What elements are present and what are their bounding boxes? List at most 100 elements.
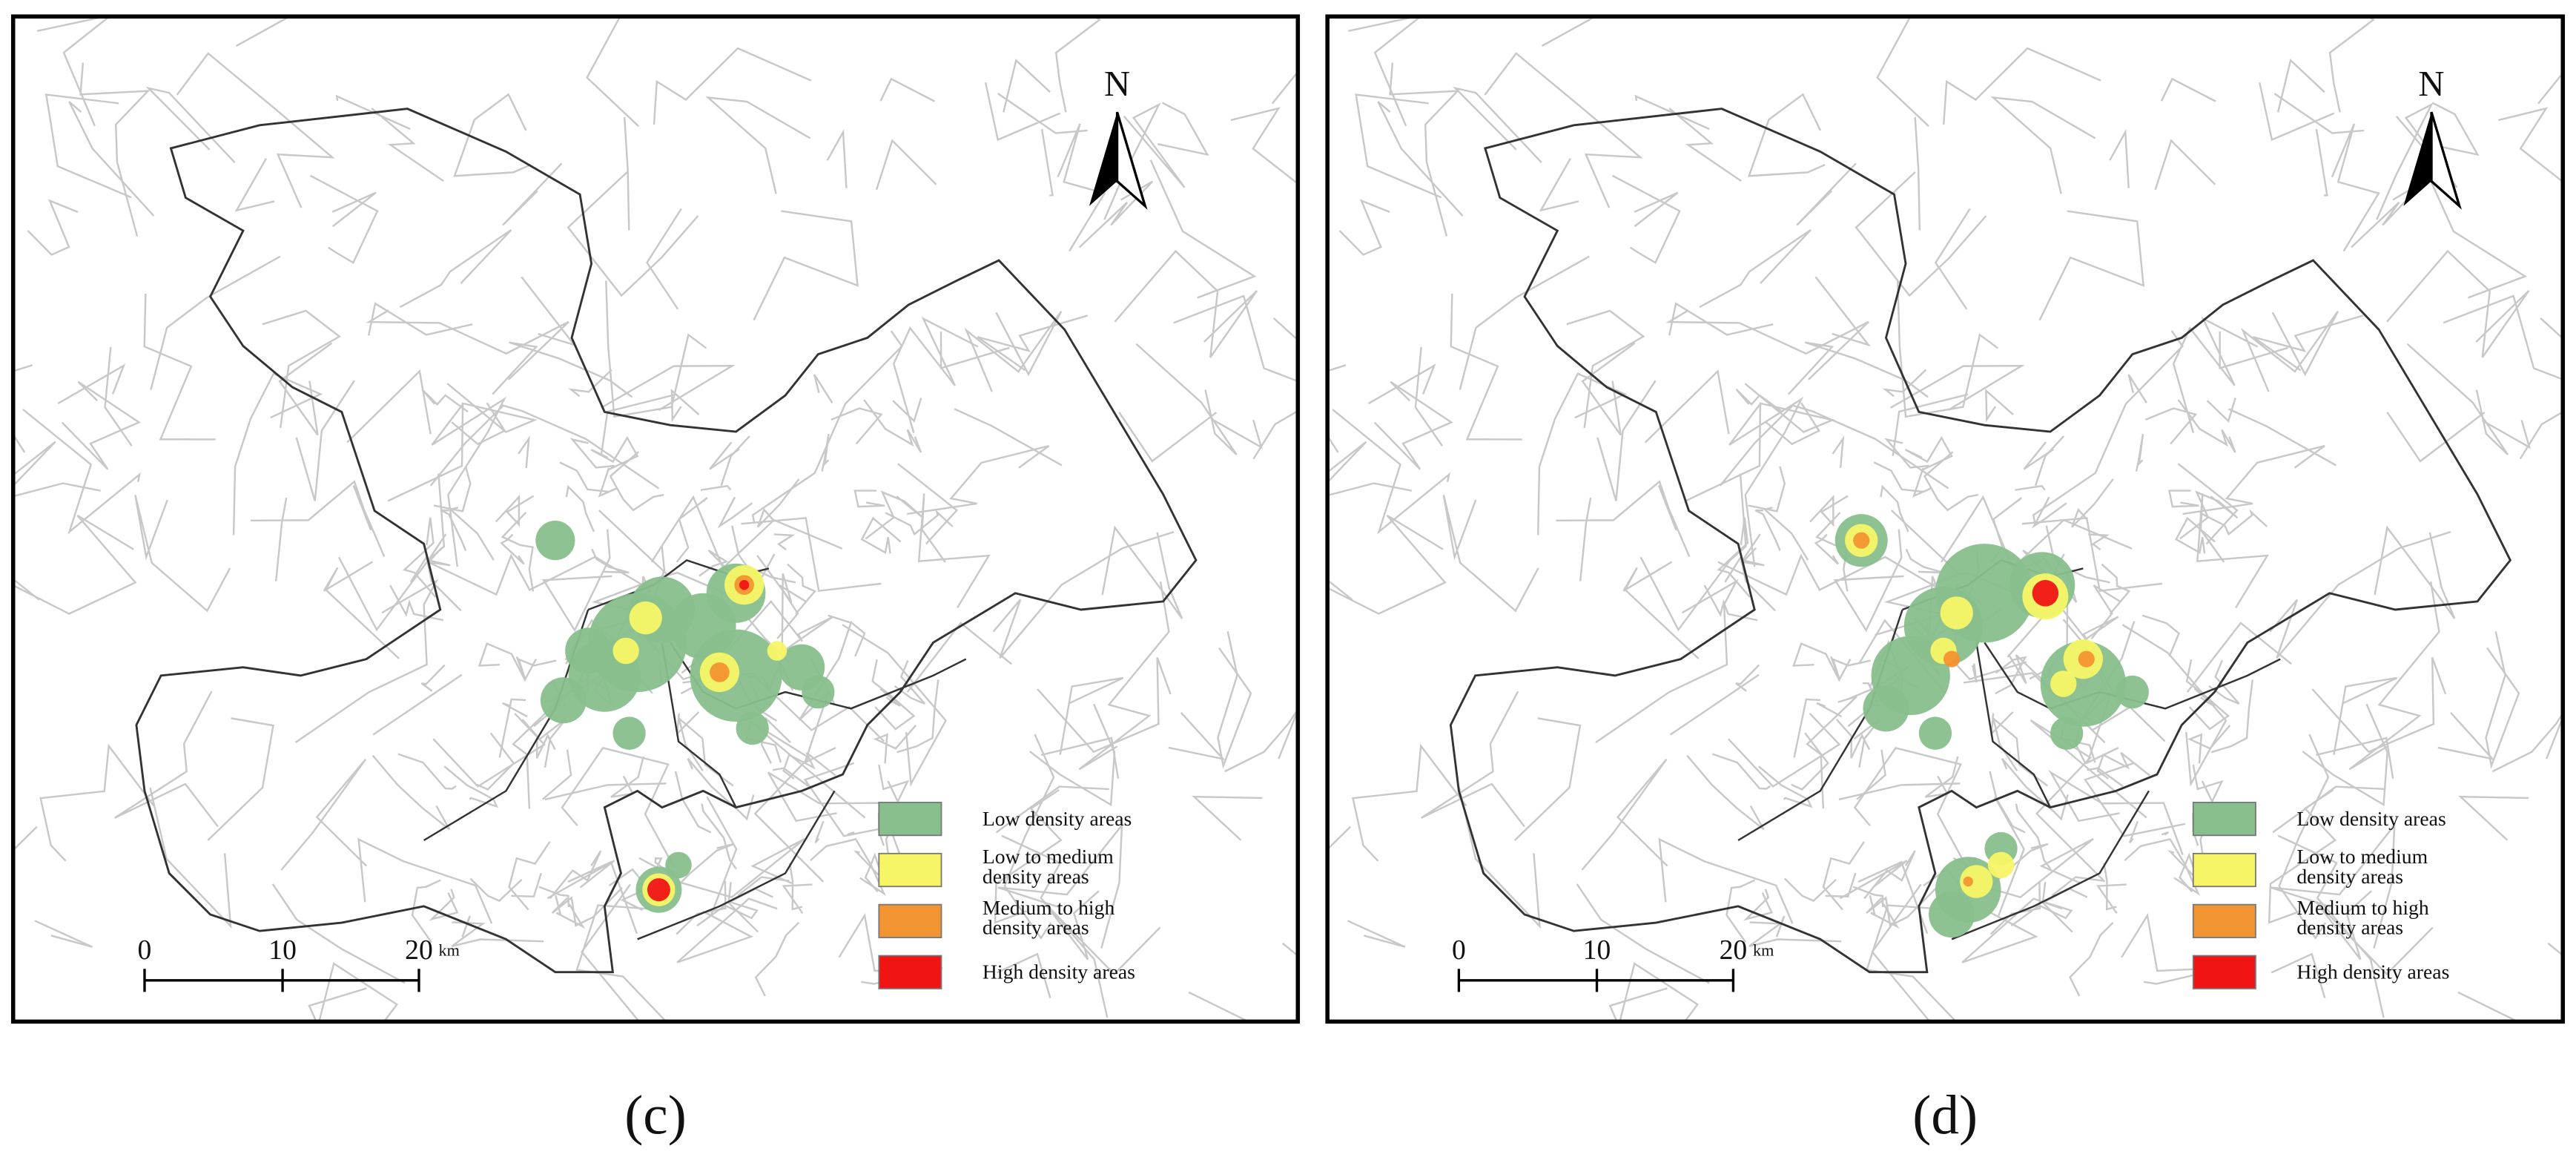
road bbox=[1825, 872, 1857, 898]
road bbox=[1114, 249, 1258, 358]
road bbox=[1541, 16, 1597, 47]
legend-swatch bbox=[878, 852, 942, 888]
road bbox=[598, 467, 617, 498]
road bbox=[754, 922, 800, 997]
road bbox=[1513, 717, 1582, 841]
scale-label: 20 bbox=[405, 935, 433, 966]
road bbox=[1668, 108, 1742, 182]
road bbox=[1188, 991, 1251, 1022]
road bbox=[149, 787, 232, 929]
road bbox=[1892, 393, 1969, 456]
density-blob bbox=[565, 627, 612, 674]
road bbox=[1556, 480, 1691, 557]
road bbox=[335, 94, 411, 131]
legend-label: Low to medium bbox=[982, 845, 1114, 868]
road bbox=[2177, 463, 2239, 545]
road bbox=[964, 310, 1063, 392]
road bbox=[323, 561, 400, 659]
road bbox=[1059, 676, 1124, 755]
road bbox=[2316, 736, 2394, 779]
road bbox=[1054, 16, 1102, 113]
road bbox=[1622, 561, 1700, 659]
road bbox=[34, 920, 93, 948]
road bbox=[2276, 58, 2325, 113]
road bbox=[421, 389, 469, 413]
road bbox=[1665, 309, 1869, 380]
north-arrow bbox=[2430, 111, 2462, 210]
road bbox=[1686, 754, 1765, 831]
road bbox=[565, 484, 595, 533]
road bbox=[2277, 834, 2385, 1018]
road bbox=[1389, 62, 1460, 237]
road bbox=[1459, 255, 1590, 390]
road bbox=[984, 82, 1061, 142]
road bbox=[674, 771, 712, 834]
road bbox=[717, 496, 753, 529]
road bbox=[821, 433, 830, 472]
density-blob bbox=[1960, 865, 1993, 898]
road bbox=[700, 484, 732, 491]
road bbox=[68, 101, 155, 217]
road bbox=[2051, 876, 2104, 897]
road bbox=[1118, 412, 1218, 463]
legend-label: Low density areas bbox=[982, 807, 1132, 830]
road bbox=[429, 404, 660, 490]
road bbox=[813, 374, 833, 403]
road bbox=[2208, 659, 2240, 705]
road bbox=[2124, 838, 2201, 896]
density-blob bbox=[670, 593, 736, 659]
road bbox=[2144, 407, 2198, 445]
road bbox=[1173, 294, 1298, 383]
road bbox=[842, 624, 947, 787]
road bbox=[539, 718, 567, 768]
road bbox=[518, 435, 530, 469]
road bbox=[27, 199, 79, 256]
road bbox=[788, 863, 803, 911]
road bbox=[2041, 887, 2088, 933]
road bbox=[2199, 509, 2268, 536]
road bbox=[667, 843, 735, 897]
road bbox=[810, 838, 886, 896]
road bbox=[1327, 364, 1347, 453]
road bbox=[13, 441, 101, 498]
road bbox=[1043, 890, 1161, 976]
road bbox=[2270, 822, 2396, 949]
road bbox=[1213, 419, 1263, 449]
road bbox=[1793, 698, 1821, 758]
road bbox=[2103, 863, 2117, 911]
road bbox=[1224, 708, 1298, 773]
road bbox=[2311, 656, 2447, 754]
road bbox=[860, 516, 902, 555]
density-blob bbox=[1853, 532, 1870, 549]
legend-label: Medium to high bbox=[2296, 896, 2429, 919]
road bbox=[2331, 123, 2380, 252]
road bbox=[2071, 478, 2114, 528]
road bbox=[2519, 317, 2563, 460]
scale-unit: km bbox=[1753, 940, 1774, 959]
road bbox=[1230, 107, 1298, 185]
road bbox=[753, 210, 859, 321]
road bbox=[2219, 331, 2288, 369]
road bbox=[1994, 796, 2025, 916]
legend-label: Low density areas bbox=[2296, 807, 2445, 830]
road bbox=[1719, 404, 1949, 490]
road bbox=[2154, 139, 2216, 191]
road bbox=[605, 280, 707, 418]
road bbox=[104, 346, 133, 446]
road bbox=[853, 490, 885, 508]
road bbox=[756, 478, 800, 528]
road bbox=[451, 921, 544, 948]
road bbox=[79, 62, 151, 237]
road bbox=[366, 309, 569, 380]
density-blob bbox=[736, 711, 769, 745]
road bbox=[308, 962, 399, 1022]
road bbox=[977, 314, 1089, 372]
road bbox=[2273, 93, 2365, 134]
road bbox=[2420, 159, 2528, 299]
road bbox=[591, 548, 630, 574]
road bbox=[145, 86, 236, 163]
road bbox=[2172, 316, 2259, 433]
road bbox=[1943, 47, 2101, 125]
road bbox=[2121, 912, 2225, 985]
road bbox=[2437, 712, 2495, 761]
